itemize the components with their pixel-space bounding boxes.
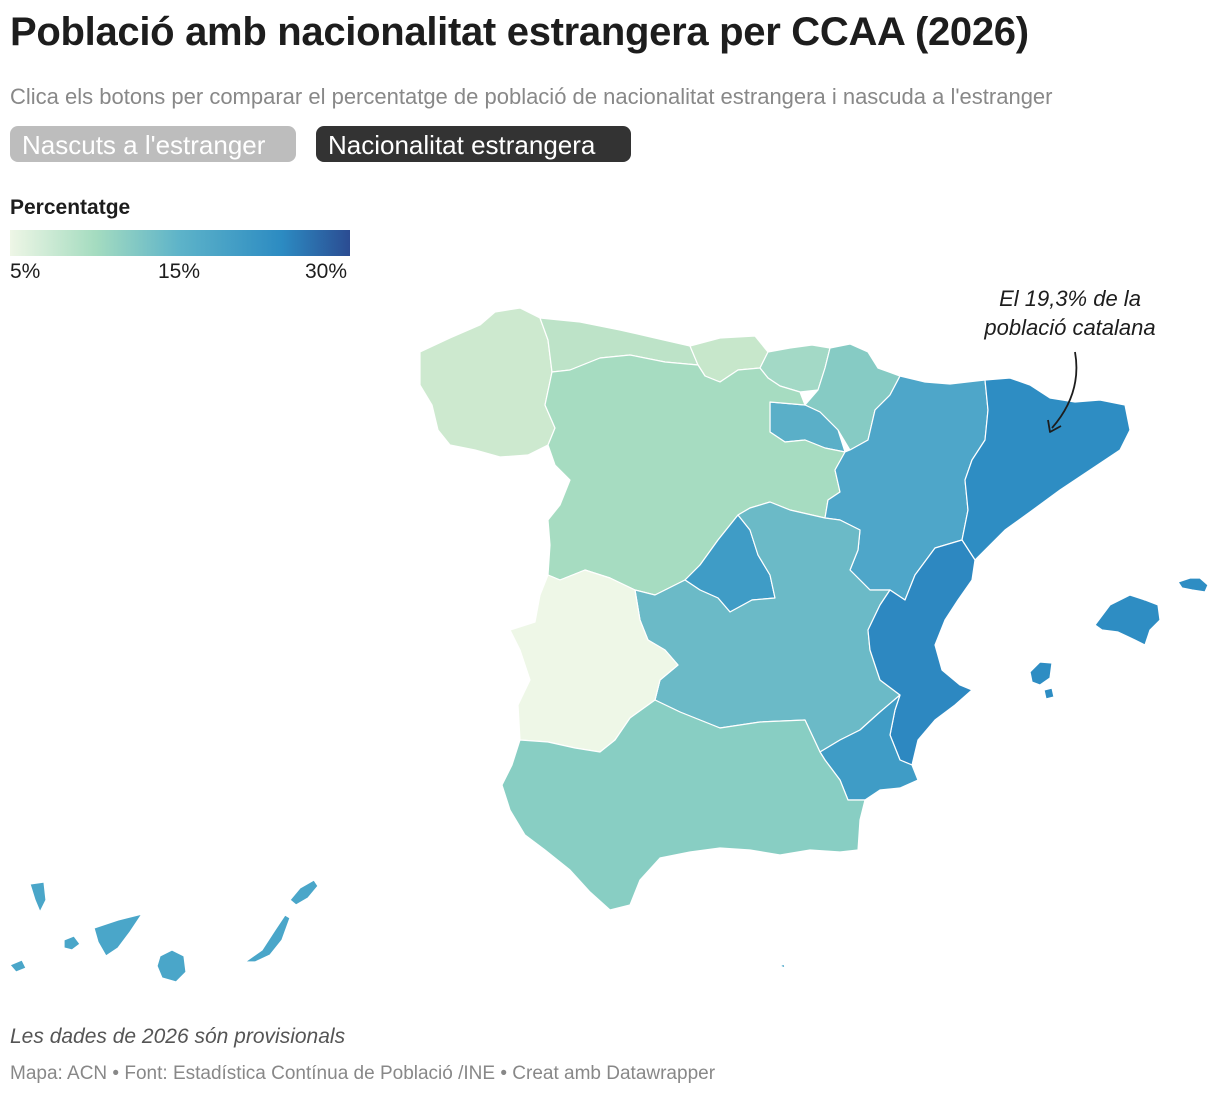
legend-tick-mid: 15% — [158, 260, 201, 283]
catalunya-annotation: El 19,3% de la població catalana — [950, 284, 1190, 342]
region-canarias[interactable] — [9, 879, 786, 983]
source-credit: Mapa: ACN • Font: Estadística Contínua d… — [10, 1063, 716, 1084]
region-murcia[interactable] — [819, 694, 919, 801]
foreign-nationality-button[interactable]: Nacionalitat estrangera — [316, 126, 631, 162]
region-illes-balears[interactable] — [1029, 577, 1209, 700]
born-abroad-button[interactable]: Nascuts a l'estranger — [10, 126, 296, 162]
region-andalucia[interactable] — [501, 699, 866, 911]
provisional-data-note: Les dades de 2026 són provisionals — [10, 1025, 346, 1048]
legend-color-scale — [10, 230, 350, 256]
legend-title: Percentatge — [10, 196, 131, 219]
region-comunitat-valenciana[interactable] — [867, 539, 976, 766]
chart-title: Població amb nacionalitat estrangera per… — [10, 10, 1029, 54]
region-catalunya[interactable] — [961, 377, 1131, 561]
annotation-line-1: El 19,3% de la — [999, 286, 1141, 311]
annotation-line-2: població catalana — [984, 315, 1156, 340]
legend-tick-min: 5% — [10, 260, 41, 283]
chart-subtitle: Clica els botons per comparar el percent… — [10, 84, 1053, 109]
legend-tick-max: 30% — [305, 260, 348, 283]
